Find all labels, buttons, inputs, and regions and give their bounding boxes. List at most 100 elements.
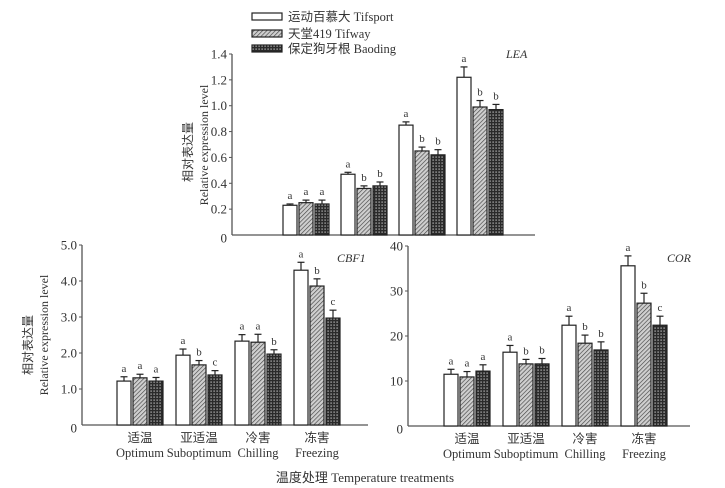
significance-letter: a xyxy=(346,158,351,170)
bar-tifway xyxy=(636,302,652,427)
x-category-label-cn: 亚适温 xyxy=(507,432,545,446)
bar-baoding xyxy=(325,317,341,426)
bar-tifway xyxy=(577,342,593,427)
bar-tifsport xyxy=(398,124,414,236)
significance-letter: b xyxy=(361,172,367,184)
significance-letter: b xyxy=(271,336,277,348)
legend-label: 运动百慕大 Tifsport xyxy=(288,10,394,24)
significance-letter: a xyxy=(288,190,293,202)
significance-letter: a xyxy=(449,355,454,367)
significance-letter: a xyxy=(304,186,309,198)
x-category-label-cn: 冻害 xyxy=(631,431,656,446)
bar-baoding xyxy=(148,380,164,426)
y-tick-label: 5.0 xyxy=(61,238,77,253)
y-tick-label: 1.2 xyxy=(211,72,227,87)
x-category-label-en: Chilling xyxy=(238,446,280,460)
chart-title: CBF1 xyxy=(337,251,366,265)
bar-tifway xyxy=(414,150,430,236)
bar-tifsport xyxy=(293,269,309,426)
y-tick-label: 2.0 xyxy=(61,346,77,361)
y-tick-label: 4.0 xyxy=(61,274,77,289)
y-tick-label: 1.0 xyxy=(211,98,227,113)
x-category-label-cn: 亚适温 xyxy=(180,431,218,445)
y-tick-label: 0 xyxy=(397,422,404,437)
x-category-label-en: Optimum xyxy=(443,447,491,461)
significance-letter: b xyxy=(196,347,202,359)
x-category-label-en: Freezing xyxy=(622,447,666,461)
y-axis-label-cn: 相对表达量 xyxy=(21,315,35,375)
bar-tifsport xyxy=(561,324,577,427)
y-tick-label: 10 xyxy=(390,374,403,389)
legend-label: 天堂419 Tifway xyxy=(288,27,371,41)
significance-letter: a xyxy=(240,321,245,333)
x-category-label-en: Suboptimum xyxy=(494,447,559,461)
bar-tifsport xyxy=(116,380,132,426)
significance-letter: b xyxy=(377,168,383,180)
bar-tifway xyxy=(191,364,207,426)
significance-letter: b xyxy=(435,136,441,148)
significance-letter: b xyxy=(419,133,425,145)
significance-letter: a xyxy=(256,320,261,332)
bar-tifsport xyxy=(456,76,472,236)
significance-letter: a xyxy=(154,363,159,375)
significance-letter: a xyxy=(567,302,572,314)
bar-baoding xyxy=(207,374,223,426)
bar-baoding xyxy=(266,353,282,426)
x-category-label-cn: 冷害 xyxy=(572,431,597,446)
bar-tifway xyxy=(356,187,372,236)
y-tick-label: 30 xyxy=(390,284,403,299)
significance-letter: b xyxy=(598,328,604,340)
x-category-label-en: Suboptimum xyxy=(167,446,232,460)
bar-tifsport xyxy=(502,351,518,427)
y-tick-label: 1.0 xyxy=(61,382,77,397)
y-tick-label: 20 xyxy=(390,329,403,344)
significance-letter: a xyxy=(508,331,513,343)
significance-letter: b xyxy=(314,265,320,277)
bar-tifway xyxy=(309,285,325,426)
bar-tifsport xyxy=(340,173,356,236)
bar-baoding xyxy=(652,324,668,427)
significance-letter: a xyxy=(181,335,186,347)
x-axis-label: 温度处理 Temperature treatments xyxy=(276,470,454,485)
bar-tifway xyxy=(250,341,266,426)
legend: 运动百慕大 Tifsport 天堂419 Tifway 保定狗牙根 Baodin… xyxy=(251,10,397,56)
chart-title: LEA xyxy=(505,47,528,61)
x-category-label-en: Freezing xyxy=(295,446,339,460)
significance-letter: b xyxy=(641,279,647,291)
x-category-label-cn: 适温 xyxy=(127,431,153,445)
chart-title: COR xyxy=(667,251,692,265)
significance-letter: a xyxy=(626,242,631,254)
significance-letter: b xyxy=(523,345,529,357)
significance-letter: a xyxy=(462,53,467,65)
legend-item-tifway: 天堂419 Tifway xyxy=(251,27,371,41)
bar-baoding xyxy=(475,370,491,427)
significance-letter: b xyxy=(493,90,499,102)
bar-baoding xyxy=(488,108,504,236)
y-tick-label: 0.4 xyxy=(211,176,228,191)
x-category-label-cn: 冻害 xyxy=(304,430,329,445)
significance-letter: a xyxy=(404,108,409,120)
y-axis-label-en: Relative expression level xyxy=(197,84,211,205)
bar-tifsport xyxy=(443,373,459,427)
x-category-label-cn: 冷害 xyxy=(245,430,270,445)
x-category-label-cn: 适温 xyxy=(454,432,480,446)
y-tick-label: 40 xyxy=(390,239,403,254)
significance-letter: a xyxy=(138,360,143,372)
legend-item-tifsport: 运动百慕大 Tifsport xyxy=(251,10,394,24)
legend-swatch-hatch xyxy=(251,29,283,38)
bar-tifsport xyxy=(282,204,298,236)
bar-baoding xyxy=(534,363,550,427)
significance-letter: b xyxy=(539,345,545,357)
x-category-label-en: Chilling xyxy=(565,447,607,461)
y-tick-label: 1.4 xyxy=(211,47,228,62)
bar-tifway xyxy=(472,106,488,236)
bar-tifsport xyxy=(175,354,191,426)
bar-tifsport xyxy=(234,340,250,426)
significance-letter: c xyxy=(331,296,336,308)
y-axis-label-cn: 相对表达量 xyxy=(181,122,195,182)
